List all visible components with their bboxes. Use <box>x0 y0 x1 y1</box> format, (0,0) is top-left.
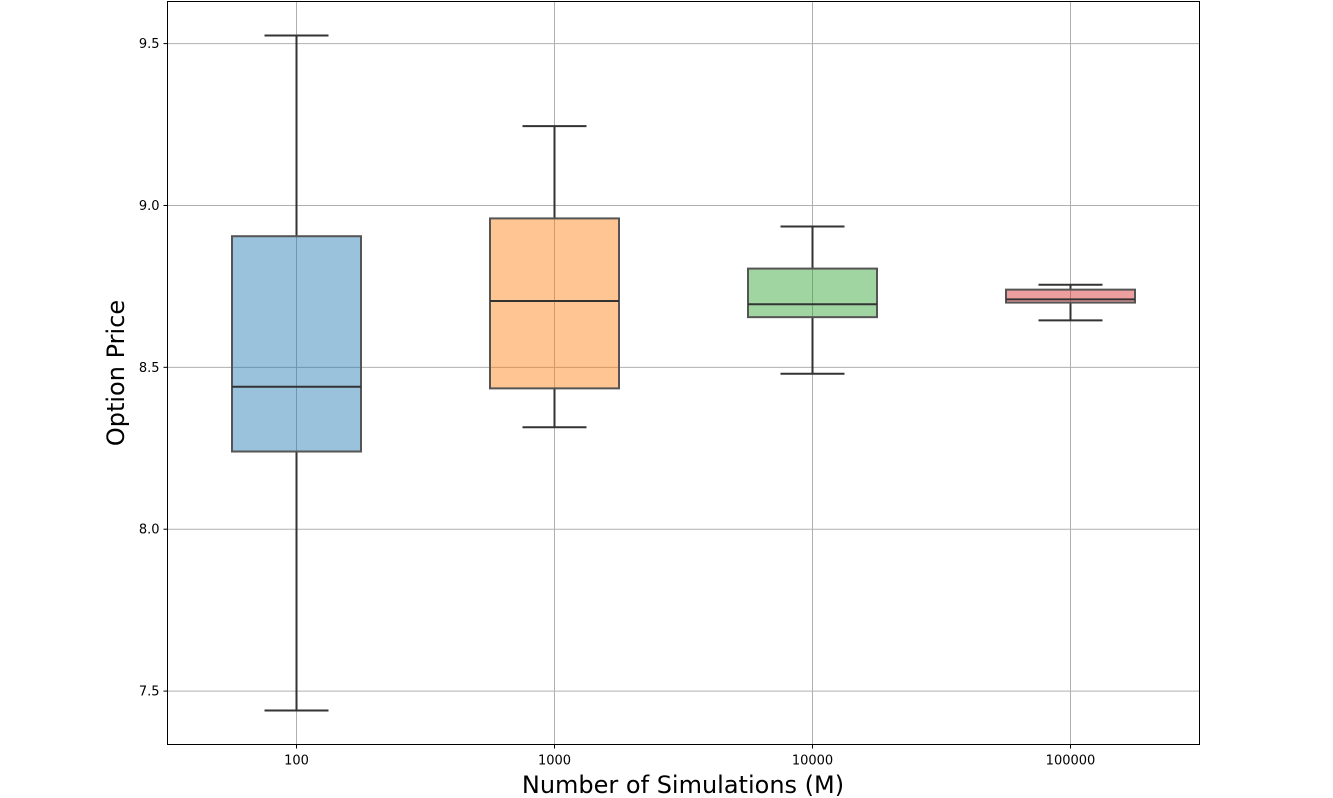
box-100000 <box>1005 288 1136 304</box>
box-1000 <box>489 217 620 390</box>
x-tick-label: 10000 <box>792 754 833 769</box>
y-tick-label: 9.5 <box>139 37 160 52</box>
x-tick-label: 100 <box>284 754 309 769</box>
x-axis-label: Number of Simulations (M) <box>522 771 844 798</box>
plot-frame <box>167 1 1200 745</box>
y-tick-label: 8.0 <box>139 523 160 538</box>
box-100 <box>231 235 362 453</box>
box-10000 <box>747 267 878 319</box>
boxes <box>231 34 1136 712</box>
tick-labels: 7.5 8.0 8.5 9.0 9.5 100 1000 10000 100000 <box>139 37 1096 768</box>
y-tick-label: 7.5 <box>139 685 160 700</box>
x-tick-label: 1000 <box>538 754 571 769</box>
x-tick-label: 100000 <box>1046 754 1096 769</box>
y-tick-label: 9.0 <box>139 199 160 214</box>
y-tick-label: 8.5 <box>139 361 160 376</box>
y-axis-label: Option Price <box>102 300 130 446</box>
